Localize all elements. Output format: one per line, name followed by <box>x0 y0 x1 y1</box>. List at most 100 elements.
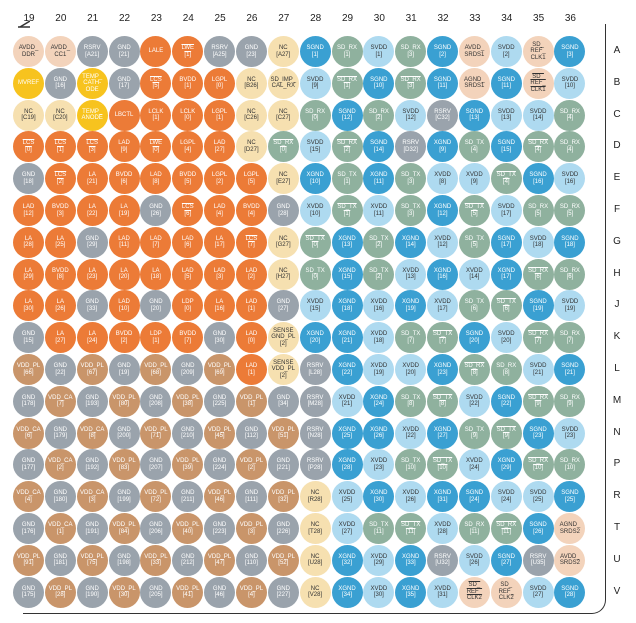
ball-label: XGND [17] <box>497 267 515 281</box>
ball-label: GND [111] <box>244 490 259 503</box>
ball-29-A: SD_RX [1] <box>331 36 363 67</box>
column-label: 22 <box>118 13 131 24</box>
ball-34-D: SGND [15] <box>490 131 522 163</box>
ball-21-G: GND [29] <box>76 226 108 258</box>
ball-label: NC [D27] <box>244 140 259 153</box>
row-label: V <box>613 585 621 597</box>
ball-33-G: SD_TX [5] <box>458 226 490 258</box>
ball-30-C: SD_RX [2] <box>363 99 395 131</box>
ball-label: RSRV [M28] <box>306 394 324 408</box>
ball-31-B: SD_RX [3] <box>395 67 427 99</box>
ball-25-D: LAD [27] <box>204 131 236 163</box>
ball-label: SENSE VDD_PL [2] <box>271 359 295 379</box>
ball-label: XVDD [28] <box>434 522 451 535</box>
ball-label: SVDD [16] <box>561 172 579 185</box>
ball-label: SD_TX [8] <box>432 394 453 408</box>
ball-label: VDD_CA [3] <box>80 490 105 503</box>
ball-23-N: VDD_PL [71] <box>140 417 172 449</box>
ball-label: XVDD [24] <box>466 458 483 471</box>
ball-label: GND [199] <box>117 490 131 503</box>
ball-label: SD_IMP_ CAL_RX <box>270 76 297 90</box>
ball-label: SD_TX [6] <box>464 299 485 312</box>
ball-label: NC [E27] <box>276 172 291 185</box>
ball-label: NC [C19] <box>21 108 36 122</box>
ball-label: SD_RX [6] <box>528 267 549 281</box>
ball-21-B: TEMP_ CATH- ODE <box>76 67 108 99</box>
ball-28-U: NC [U28] <box>299 544 331 576</box>
ball-35-R: SVDD [25] <box>522 481 554 513</box>
ball-31-P: SD_TX [10] <box>395 449 427 481</box>
ball-label: LCS [1] <box>54 140 67 153</box>
ball-label: SGND [24] <box>465 490 484 503</box>
ball-34-T: SD_RX [11] <box>490 513 522 544</box>
ball-29-C: SGND [12] <box>331 99 363 131</box>
ball-label: LAD [2] <box>245 267 258 281</box>
ball-label: LA [26] <box>55 299 66 312</box>
ball-36-N: SVDD [23] <box>554 417 586 449</box>
ball-label: RSRV [N28] <box>306 426 324 440</box>
ball-label: LDP [1] <box>150 331 162 344</box>
ball-22-U: GND [198] <box>108 544 140 576</box>
ball-label: SGND [1] <box>306 45 324 58</box>
ball-27-A: NC [A27] <box>267 36 299 67</box>
ball-34-B: SGND [11] <box>490 67 522 99</box>
ball-27-G: NC [G27] <box>267 226 299 258</box>
ball-26-P: VDD_PL [2] <box>235 449 267 481</box>
ball-23-C: LCLK [1] <box>140 99 172 131</box>
ball-33-D: SD_TX [4] <box>458 131 490 163</box>
ball-label: SD_RX [3] <box>400 76 421 90</box>
ball-label: AVDD_ SRDS1 <box>464 45 485 58</box>
ball-26-J: LAD [1] <box>235 290 267 322</box>
ball-label: SGND [23] <box>529 426 547 440</box>
ball-30-T: SD_TX [11] <box>363 513 395 544</box>
column-label: 34 <box>501 13 513 24</box>
ball-29-F: SD_TX [1] <box>331 195 363 226</box>
ball-label: XVDD [9] <box>466 172 483 185</box>
ball-20-P: VDD_CA [2] <box>44 449 76 481</box>
ball-24-D: LGPL [4] <box>172 131 204 163</box>
ball-label: SGND [19] <box>529 299 547 312</box>
ball-label: SD_TX [11] <box>401 522 421 535</box>
ball-label: GND [193] <box>85 394 99 408</box>
ball-label: SD_RX [1] <box>336 76 357 90</box>
ball-27-R: VDD_PL [32] <box>267 481 299 513</box>
row-label: A <box>613 45 621 56</box>
ball-33-T: SD_RX [11] <box>458 513 490 544</box>
ball-label: GND [181] <box>53 553 68 567</box>
ball-label: LA [23] <box>87 267 98 281</box>
ball-30-F: XVDD [11] <box>363 195 395 226</box>
column-label: 21 <box>87 13 99 24</box>
ball-22-V: VDD_PL [30] <box>108 576 140 608</box>
ball-33-P: XVDD [24] <box>458 449 490 481</box>
ball-label: AVDD_ CC1 <box>50 45 71 58</box>
ball-label: VDD_PL [39] <box>176 458 200 471</box>
ball-label: GND [225] <box>212 394 227 408</box>
ball-30-D: SGND [14] <box>363 131 395 163</box>
ball-label: LA [20] <box>119 267 130 281</box>
ball-19-G: LA [28] <box>13 226 44 258</box>
ball-label: TEMP_ ANODE <box>81 108 103 122</box>
ball-29-J: XGND [18] <box>331 290 363 322</box>
ball-20-T: VDD_CA [1] <box>44 513 76 544</box>
ball-label: XGND [13] <box>338 235 356 249</box>
ball-32-B: SGND [11] <box>427 67 459 99</box>
ball-label: RSRV [D32] <box>402 140 419 153</box>
ball-26-F: BVDD [4] <box>235 195 267 226</box>
ball-label: GND [212] <box>181 553 195 567</box>
ball-19-R: VDD_CA [4] <box>13 481 44 513</box>
ball-label: VDD_PL [47] <box>207 553 232 567</box>
ball-27-M: GND [34] <box>267 385 299 417</box>
ball-28-M: RSRV [M28] <box>299 385 331 417</box>
ball-28-L: RSRV [L28] <box>299 354 331 385</box>
ball-32-F: XGND [12] <box>427 195 459 226</box>
ball-label: LA [22] <box>87 204 98 217</box>
ball-36-E: SVDD [16] <box>554 163 586 195</box>
ball-label: RSRV [U32] <box>434 553 451 567</box>
column-label: 36 <box>564 13 576 24</box>
ball-23-L: VDD_PL [68] <box>140 354 172 385</box>
ball-label: GND [18] <box>21 172 36 185</box>
ball-label: LA [21] <box>87 172 98 185</box>
ball-label: GND [177] <box>21 458 36 471</box>
ball-24-B: BVDD [1] <box>172 67 204 99</box>
ball-23-K: LDP [1] <box>140 322 172 354</box>
